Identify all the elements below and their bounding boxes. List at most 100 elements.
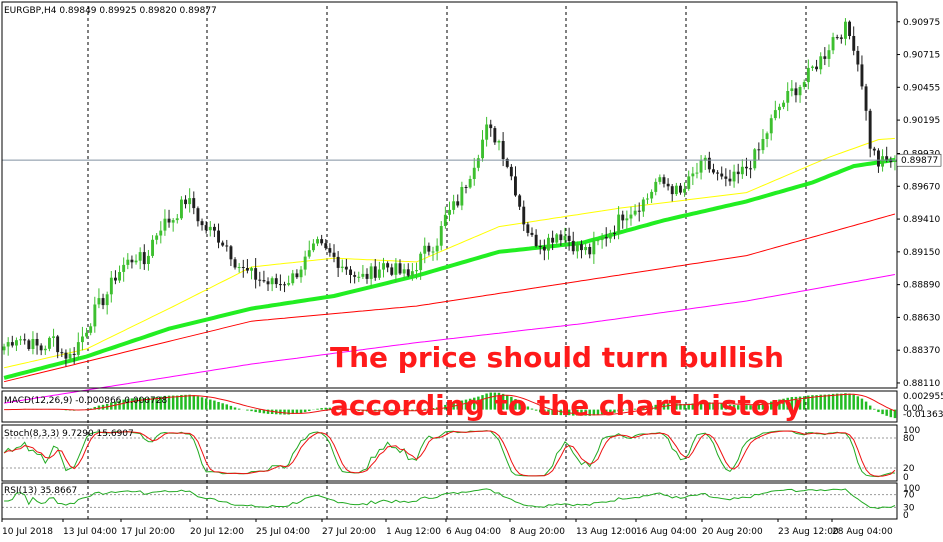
candle-body <box>629 214 633 219</box>
candle-body <box>291 273 295 284</box>
candle-body <box>122 264 126 272</box>
candle-body <box>52 336 55 338</box>
candle-body <box>806 67 810 83</box>
price-tick-label: 0.89150 <box>903 248 940 258</box>
annotation-line-1: The price should turn bullish <box>330 341 784 374</box>
candle-body <box>613 233 616 234</box>
time-label: 27 Jul 20:00 <box>322 527 376 537</box>
candle-body <box>522 206 526 225</box>
time-label: 23 Aug 12:00 <box>778 527 839 537</box>
candle-body <box>547 237 550 251</box>
candle-body <box>213 226 216 231</box>
time-axis: 10 Jul 2018 13 Jul 04:00 17 Jul 20:00 20 Ju… <box>1 519 893 537</box>
candle-body <box>860 64 864 87</box>
candle-body <box>761 139 765 151</box>
candle-body <box>600 237 604 241</box>
candle-body <box>332 252 336 257</box>
candle-body <box>584 247 588 251</box>
candle-body <box>674 185 678 195</box>
candle-body <box>509 166 513 177</box>
moving-averages <box>3 137 896 404</box>
candle-body <box>109 277 113 295</box>
candle-body <box>596 240 600 242</box>
candle-body <box>514 176 517 196</box>
stoch-d-line <box>3 430 896 477</box>
candle-body <box>89 326 93 333</box>
candle-body <box>691 173 695 177</box>
candle-body <box>460 187 464 206</box>
stoch-tick-label: 100 <box>903 426 920 436</box>
candle-body <box>357 276 361 278</box>
time-label: 17 Jul 20:00 <box>121 527 175 537</box>
candle-body <box>695 172 699 174</box>
candle-body <box>307 250 311 257</box>
candle-body <box>316 239 319 244</box>
candle-body <box>114 277 117 281</box>
candle-body <box>246 268 249 271</box>
candle-body <box>312 243 315 251</box>
candle-body <box>10 342 14 346</box>
candle-body <box>68 353 72 359</box>
last-price-box <box>896 153 942 167</box>
candle-body <box>835 37 839 39</box>
candle-body <box>303 256 307 270</box>
rsi-tick-label: 70 <box>903 491 915 501</box>
candle-body <box>505 159 509 167</box>
candle-body <box>328 248 332 253</box>
candle-body <box>740 166 744 175</box>
price-tick-label: 0.90715 <box>903 51 940 61</box>
rsi-panel <box>2 488 897 510</box>
stochastic-panel <box>2 430 897 478</box>
candle-body <box>200 221 204 226</box>
candle-body <box>571 240 575 252</box>
candle-body <box>324 243 328 249</box>
candle-body <box>27 340 31 349</box>
candle-body <box>699 160 703 173</box>
candle-body <box>881 156 884 167</box>
candle-body <box>254 268 258 280</box>
candle-body <box>15 340 18 346</box>
candle-body <box>19 339 22 341</box>
candle-body <box>184 199 187 205</box>
candle-body <box>279 284 282 286</box>
candle-body <box>555 234 559 243</box>
candle-body <box>844 21 847 39</box>
price-tick-label: 0.89410 <box>903 215 940 225</box>
macd-signal-line <box>4 393 896 416</box>
candle-body <box>365 273 369 279</box>
candle-body <box>654 181 658 192</box>
candle-body <box>175 218 179 221</box>
candle-body <box>790 88 794 91</box>
candle-body <box>448 209 451 215</box>
price-tick-label: 0.89670 <box>903 182 940 192</box>
candle-body <box>340 266 344 268</box>
last-price-label: 0.89877 <box>901 156 938 166</box>
ma-line <box>3 137 895 369</box>
time-label: 13 Jul 04:00 <box>63 527 117 537</box>
candle-body <box>856 50 860 65</box>
candle-body <box>35 339 39 346</box>
candle-body <box>732 171 736 182</box>
price-tick-label: 0.90975 <box>903 18 940 28</box>
candle-body <box>97 298 101 305</box>
candle-body <box>811 66 814 68</box>
candle-body <box>138 252 142 261</box>
ma-line <box>4 274 895 404</box>
candle-body <box>118 272 121 281</box>
candle-body <box>159 230 163 236</box>
candle-body <box>782 102 785 107</box>
stoch-tick-label: 0 <box>903 473 909 483</box>
candle-body <box>670 186 674 195</box>
time-label: 20 Jul 12:00 <box>190 527 244 537</box>
candle-body <box>588 247 592 255</box>
candle-body <box>530 232 534 235</box>
time-label: 25 Jul 04:00 <box>256 527 310 537</box>
candle-body <box>703 157 707 161</box>
candle-body <box>258 279 262 281</box>
candle-body <box>641 199 645 212</box>
candle-body <box>130 259 134 263</box>
candle-body <box>105 294 109 306</box>
candle-body <box>237 267 241 268</box>
candle-body <box>427 245 431 252</box>
